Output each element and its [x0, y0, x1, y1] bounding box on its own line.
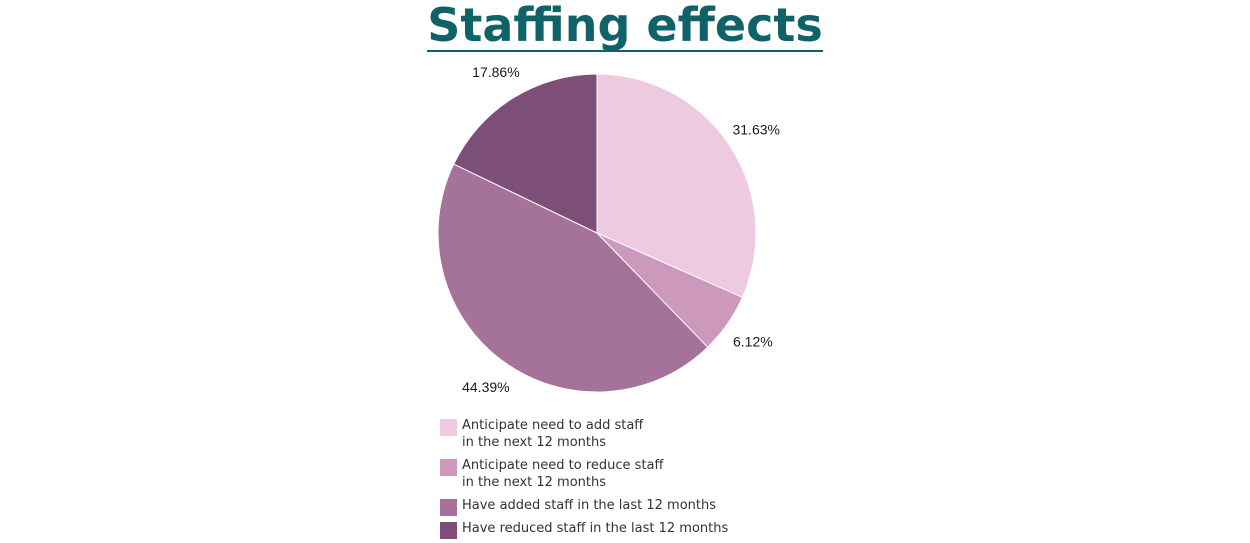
legend-swatch-1	[440, 419, 457, 436]
legend-label-2: Anticipate need to reduce staff in the n…	[462, 458, 664, 490]
slice-label-4: 17.86%	[472, 64, 519, 80]
pie-slice-3[interactable]	[437, 163, 709, 393]
slice-label-2: 6.12%	[733, 334, 773, 350]
legend-item-1[interactable]: Anticipate need to add staff in the next…	[440, 417, 728, 451]
pie-chart: 31.63% 6.12% 44.39% 17.86%	[437, 64, 780, 395]
pie-slice-1[interactable]	[596, 73, 757, 298]
legend-item-3[interactable]: Have added staff in the last 12 months	[440, 497, 728, 516]
slice-label-1: 31.63%	[732, 121, 779, 137]
chart-title-text: Staffing effects	[427, 0, 823, 52]
legend-swatch-2	[440, 459, 457, 476]
legend: Anticipate need to add staff in the next…	[440, 417, 728, 543]
legend-swatch-4	[440, 522, 457, 539]
slice-label-3: 44.39%	[462, 379, 509, 395]
legend-item-2[interactable]: Anticipate need to reduce staff in the n…	[440, 457, 728, 491]
legend-label-3: Have added staff in the last 12 months	[462, 498, 717, 513]
legend-item-4[interactable]: Have reduced staff in the last 12 months	[440, 520, 729, 539]
legend-label-4: Have reduced staff in the last 12 months	[462, 521, 729, 536]
legend-swatch-3	[440, 499, 457, 516]
legend-label-1: Anticipate need to add staff in the next…	[462, 418, 644, 450]
chart-title: Staffing effects	[0, 0, 1250, 54]
pie-slice-4[interactable]	[453, 73, 598, 234]
